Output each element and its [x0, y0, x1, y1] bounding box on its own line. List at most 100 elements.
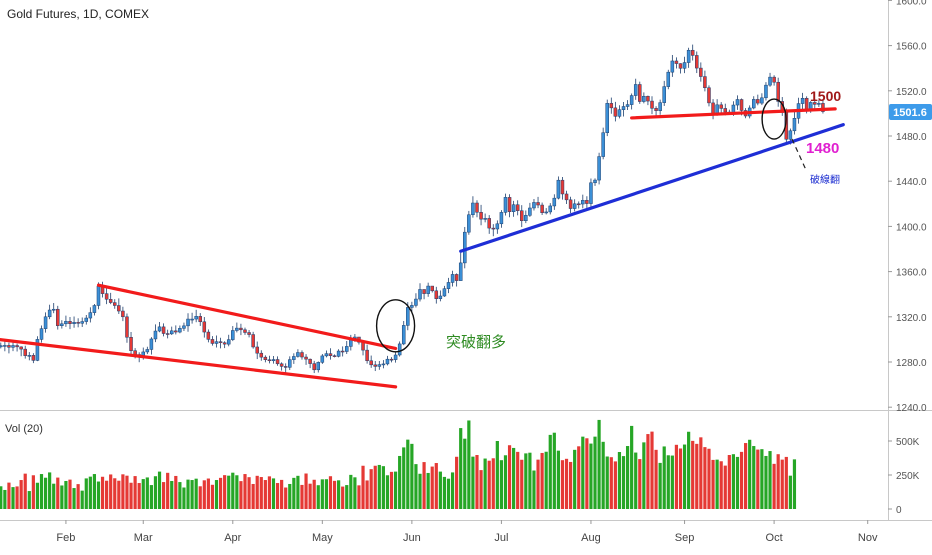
candle — [540, 202, 544, 215]
annotation-1500: 1500 — [810, 88, 841, 104]
candle-body — [422, 289, 426, 294]
volume-bar — [389, 471, 394, 509]
volume-bar — [581, 436, 585, 509]
candle — [210, 336, 215, 346]
volume-bar — [80, 490, 84, 509]
candle — [703, 70, 707, 92]
volume-bar — [31, 475, 35, 509]
volume-bar — [275, 483, 280, 509]
volume-bar — [731, 454, 735, 509]
candle-body — [410, 305, 414, 308]
volume-bar — [674, 444, 679, 509]
candle — [218, 337, 223, 349]
volume-bar — [784, 456, 788, 509]
time-axis[interactable]: Feb Mar Apr May Jun Jul Aug Sep Oct Nov — [56, 520, 878, 544]
candle-body — [267, 359, 272, 362]
candle — [365, 344, 369, 364]
candle-body — [699, 67, 703, 77]
highlight-circle[interactable] — [375, 299, 416, 353]
candle-body — [117, 305, 121, 312]
volume-bars — [0, 419, 797, 509]
volume-bar — [337, 480, 341, 509]
time-tick-label: Oct — [766, 532, 783, 544]
volume-bar — [357, 485, 361, 509]
candle-body — [401, 325, 406, 345]
candle — [621, 101, 626, 117]
volume-bar — [446, 478, 451, 509]
volume-bar — [560, 460, 565, 509]
candle-body — [381, 363, 386, 366]
candle-body — [662, 86, 666, 103]
candle — [397, 341, 402, 357]
price-axis[interactable]: 1240.0 1280.0 1320.0 1360.0 1400.0 1440.0 1480… — [888, 0, 927, 414]
price-tick-label: 1520.0 — [896, 87, 927, 98]
trendline[interactable] — [459, 123, 845, 253]
volume-label[interactable]: Vol (20) — [5, 423, 43, 435]
candle-body — [0, 345, 3, 348]
volume-bar — [792, 459, 797, 509]
candle — [410, 301, 414, 312]
candle — [605, 99, 609, 137]
candle-body — [491, 227, 496, 230]
candle-body — [190, 318, 194, 321]
candle-body — [642, 95, 646, 102]
candle — [674, 57, 679, 69]
candle — [572, 199, 577, 212]
candle-body — [560, 179, 565, 195]
volume-bar — [715, 459, 719, 509]
volume-bar — [540, 452, 544, 509]
candle-body — [654, 108, 658, 111]
volume-bar — [162, 482, 166, 509]
candle — [544, 208, 548, 215]
candle — [434, 286, 439, 304]
candle-body — [373, 364, 377, 367]
volume-bar — [137, 483, 141, 509]
candle — [776, 77, 780, 107]
volume-bar — [507, 445, 512, 509]
candle — [764, 82, 768, 101]
volume-axis[interactable]: 500K 250K 0 — [888, 437, 920, 516]
last-price-tag[interactable]: 1501.6 — [889, 104, 932, 120]
candle — [438, 290, 443, 302]
trendline[interactable] — [96, 283, 398, 351]
candle — [345, 340, 349, 354]
highlight-circle[interactable] — [761, 98, 787, 140]
candle — [532, 199, 536, 211]
candle-body — [446, 282, 451, 289]
volume-bar — [528, 452, 532, 509]
candle-body — [564, 193, 569, 201]
candle-body — [520, 210, 524, 221]
candle — [454, 273, 459, 287]
candle-body — [222, 342, 227, 345]
volume-bar — [96, 481, 101, 509]
volume-bar — [463, 438, 467, 509]
candle — [80, 317, 84, 327]
volume-bar — [153, 476, 158, 509]
volume-bar — [7, 482, 11, 509]
volume-bar — [202, 480, 206, 509]
candle — [560, 177, 565, 200]
trendline[interactable] — [0, 338, 398, 389]
candle — [511, 200, 516, 217]
candle-body — [121, 310, 125, 318]
candle-body — [39, 328, 44, 340]
volume-bar — [516, 451, 520, 509]
candle — [165, 329, 170, 339]
candle-body — [198, 316, 202, 323]
price-tag-background — [889, 104, 932, 120]
candle-body — [328, 353, 333, 356]
volume-bar — [280, 479, 284, 509]
candle-body — [731, 104, 736, 113]
volume-bar — [43, 477, 48, 509]
volume-bar — [654, 449, 658, 509]
volume-bar — [324, 479, 328, 509]
volume-bar — [471, 456, 475, 509]
trendline[interactable] — [630, 107, 837, 120]
chart-title[interactable]: Gold Futures, 1D, COMEX — [7, 7, 149, 21]
candle — [174, 325, 178, 335]
candle-body — [686, 49, 691, 63]
volume-bar — [475, 455, 479, 509]
time-tick-label: Sep — [675, 532, 695, 544]
volume-bar — [467, 420, 471, 509]
time-tick-label: Apr — [224, 532, 241, 544]
